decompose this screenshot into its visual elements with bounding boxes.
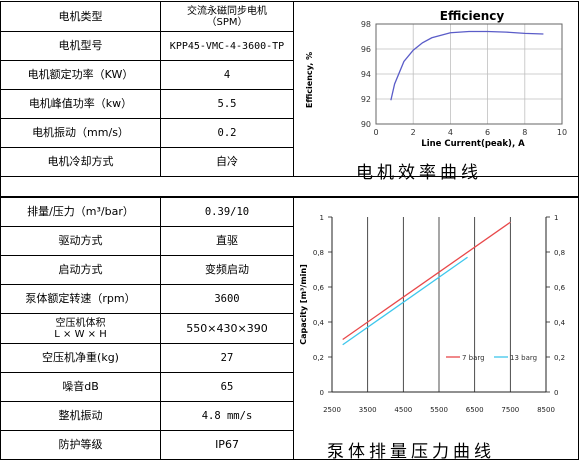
spec-value-line1: 交流永磁同步电机 <box>187 5 267 17</box>
spec-value: 自冷 <box>160 147 294 177</box>
spec-label-line1: 空压机体积 <box>55 317 106 329</box>
x-tick-label: 4 <box>448 128 453 137</box>
efficiency-chart-cell <box>293 1 579 177</box>
y-tick-label-right: 0,6 <box>554 284 566 292</box>
chart-title: Efficiency <box>440 9 505 23</box>
table-row: 电机类型 交流永磁同步电机 （SPM） <box>0 1 579 177</box>
x-tick-label: 4500 <box>394 406 412 414</box>
efficiency-series-line <box>390 30 544 101</box>
efficiency-chart: Efficiency 0 2 4 6 8 10 90 92 94 96 98 Line Current(… <box>305 9 567 149</box>
spec-value-line2: （SPM） <box>206 16 248 28</box>
spec-value: KPP45-VMC-4-3600-TP <box>160 31 294 61</box>
spec-value: 65 <box>160 372 294 402</box>
spec-label: 空压机净重(kg) <box>0 343 161 373</box>
x-tick-label: 2500 <box>323 406 341 414</box>
y-tick-label-right: 0,2 <box>554 354 565 362</box>
spec-value: IP67 <box>160 430 294 460</box>
spec-value: 直驱 <box>160 226 294 256</box>
spec-label: 泵体额定转速（rpm） <box>0 284 161 314</box>
spec-label: 排量/压力（m³/bar） <box>0 197 161 227</box>
spec-value: 27 <box>160 343 294 373</box>
table-row: 电机型号 KPP45-VMC-4-3600-TP <box>0 31 579 61</box>
y-tick-label-left: 0,8 <box>313 249 324 257</box>
y-tick-label-left: 0 <box>320 389 324 397</box>
x-tick-label: 3500 <box>359 406 377 414</box>
spec-label: 噪音dB <box>0 372 161 402</box>
compressor-spec-table: 排量/压力（m³/bar） 0.39/10 驱动方式 直驱 启动方式 变频启动 … <box>0 197 579 460</box>
spec-value: 550×430×390 <box>160 313 294 344</box>
spec-label: 整机振动 <box>0 401 161 431</box>
table-row: 泵体额定转速（rpm） 3600 <box>0 284 579 314</box>
separator <box>0 176 579 197</box>
spec-label: 电机振动（mm/s） <box>0 118 161 148</box>
y-tick-label: 92 <box>361 95 371 104</box>
x-tick-label: 7500 <box>501 406 519 414</box>
capacity-series-line-7barg <box>342 221 511 341</box>
y-axis-label: Efficiency, % <box>305 52 314 108</box>
table-row: 排量/压力（m³/bar） 0.39/10 <box>0 197 579 460</box>
x-tick-label: 10 <box>557 128 567 137</box>
spec-value: 4.8 mm/s <box>160 401 294 431</box>
efficiency-caption: 电机效率曲线 <box>356 163 482 183</box>
x-tick-label: 0 <box>373 128 378 137</box>
y-tick-label: 96 <box>361 45 371 54</box>
y-tick-label-left: 0,6 <box>313 284 325 292</box>
spec-label: 启动方式 <box>0 255 161 285</box>
y-tick-label-left: 0,2 <box>313 354 324 362</box>
x-axis-label: Line Current(peak), A <box>421 139 525 149</box>
table-row: 电机额定功率（KW） 4 <box>0 60 579 90</box>
spec-value: 0.39/10 <box>160 197 294 227</box>
y-tick-label-left: 1 <box>320 214 324 222</box>
spec-label: 电机冷却方式 <box>0 147 161 177</box>
capacity-chart: 2500 3500 4500 5500 6500 7500 8500 0 0 0,2 0,2 0,4 0… <box>299 214 566 414</box>
capacity-caption: 泵体排量压力曲线 <box>327 442 495 462</box>
separator-row <box>0 176 579 197</box>
y-tick-label: 94 <box>361 70 371 79</box>
plot-frame <box>375 23 563 125</box>
legend-label: 13 barg <box>510 354 537 362</box>
spec-label: 电机类型 <box>0 1 161 32</box>
capacity-series-line-13barg <box>342 256 468 346</box>
spec-label-line2: L × W × H <box>54 328 107 340</box>
table-row: 整机振动 4.8 mm/s <box>0 401 579 431</box>
spec-label: 驱动方式 <box>0 226 161 256</box>
table-row: 空压机净重(kg) 27 <box>0 343 579 373</box>
y-tick-label-right: 0,4 <box>554 319 566 327</box>
table-row: 噪音dB 65 <box>0 372 579 402</box>
spec-value: 变频启动 <box>160 255 294 285</box>
y-tick-label: 90 <box>361 120 371 129</box>
x-tick-label: 6500 <box>466 406 484 414</box>
table-row: 启动方式 变频启动 <box>0 255 579 285</box>
spec-value: 5.5 <box>160 89 294 119</box>
spec-value: 3600 <box>160 284 294 314</box>
y-tick-label-right: 1 <box>554 214 558 222</box>
y-tick-label-right: 0,8 <box>554 249 565 257</box>
motor-spec-table: 电机类型 交流永磁同步电机 （SPM） 电机型号 KPP45-VMC-4-360… <box>0 1 579 197</box>
spec-value: 交流永磁同步电机 （SPM） <box>160 1 294 32</box>
table-row: 驱动方式 直驱 <box>0 226 579 256</box>
table-row: 防护等级 IP67 <box>0 430 579 460</box>
x-tick-label: 5500 <box>430 406 448 414</box>
x-tick-label: 6 <box>485 128 490 137</box>
x-tick-label: 2 <box>411 128 416 137</box>
table-row: 电机冷却方式 自冷 <box>0 147 579 177</box>
spec-value: 4 <box>160 60 294 90</box>
table-row: 电机峰值功率（kw） 5.5 <box>0 89 579 119</box>
spec-value: 0.2 <box>160 118 294 148</box>
x-tick-label: 8500 <box>537 406 555 414</box>
spec-label: 电机型号 <box>0 31 161 61</box>
spec-label: 电机峰值功率（kw） <box>0 89 161 119</box>
x-tick-label: 8 <box>522 128 527 137</box>
spec-label: 电机额定功率（KW） <box>0 60 161 90</box>
y-tick-label: 98 <box>361 20 371 29</box>
y-tick-label-left: 0,4 <box>313 319 325 327</box>
capacity-chart-cell <box>293 197 579 460</box>
legend-label: 7 barg <box>462 354 485 362</box>
y-tick-label-right: 0 <box>554 389 558 397</box>
y-axis-label: Capacity [m³/min] <box>299 264 308 345</box>
spec-label: 防护等级 <box>0 430 161 460</box>
spec-label: 空压机体积 L × W × H <box>0 313 161 344</box>
